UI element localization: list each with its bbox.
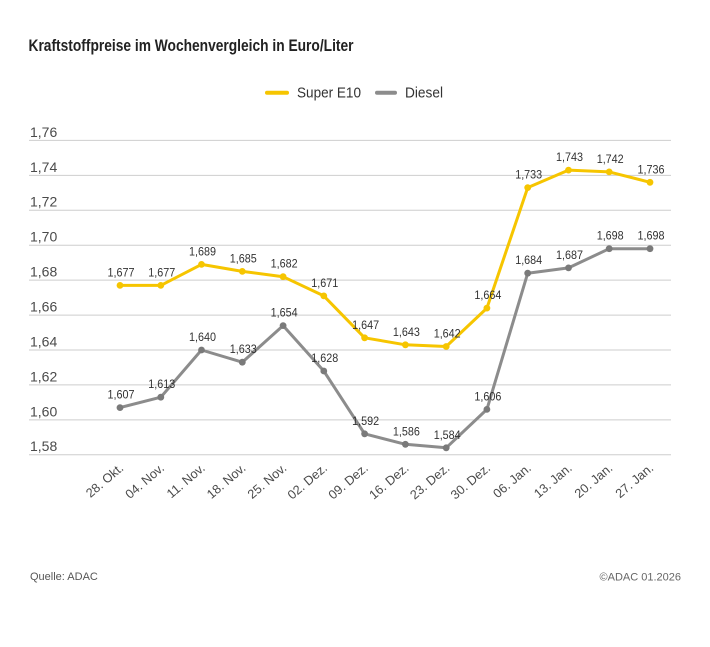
svg-text:1,698: 1,698 (638, 229, 665, 243)
svg-text:1,633: 1,633 (230, 342, 257, 356)
svg-text:©ADAC 01.2026: ©ADAC 01.2026 (600, 572, 682, 584)
svg-text:1,607: 1,607 (108, 388, 135, 402)
svg-text:Diesel: Diesel (405, 85, 443, 102)
svg-text:1,743: 1,743 (556, 150, 583, 164)
svg-text:1,64: 1,64 (30, 333, 57, 349)
svg-text:1,60: 1,60 (30, 403, 57, 419)
svg-text:1,682: 1,682 (271, 257, 298, 271)
svg-text:1,677: 1,677 (148, 265, 175, 279)
svg-text:1,677: 1,677 (108, 265, 135, 279)
svg-text:1,640: 1,640 (189, 330, 216, 344)
svg-text:1,70: 1,70 (30, 229, 57, 245)
svg-text:Kraftstoffpreise im Wochenverg: Kraftstoffpreise im Wochenvergleich in E… (29, 36, 354, 55)
svg-text:Quelle: ADAC: Quelle: ADAC (30, 571, 98, 583)
svg-text:1,642: 1,642 (434, 327, 461, 341)
svg-text:1,685: 1,685 (230, 251, 257, 265)
svg-text:1,684: 1,684 (515, 253, 542, 267)
svg-text:1,687: 1,687 (556, 248, 583, 262)
svg-text:1,606: 1,606 (474, 389, 501, 403)
svg-text:1,654: 1,654 (271, 306, 298, 320)
svg-text:1,62: 1,62 (30, 368, 57, 384)
svg-text:1,733: 1,733 (515, 168, 542, 182)
svg-text:1,736: 1,736 (638, 162, 665, 176)
svg-text:1,76: 1,76 (30, 124, 57, 140)
svg-text:1,592: 1,592 (352, 414, 379, 428)
svg-text:1,664: 1,664 (474, 288, 501, 302)
svg-text:1,586: 1,586 (393, 424, 420, 438)
svg-text:1,698: 1,698 (597, 229, 624, 243)
svg-text:1,613: 1,613 (148, 377, 175, 391)
svg-text:1,66: 1,66 (30, 299, 57, 315)
svg-text:1,58: 1,58 (30, 438, 57, 454)
svg-text:1,643: 1,643 (393, 325, 420, 339)
svg-text:1,584: 1,584 (434, 428, 461, 442)
svg-text:1,671: 1,671 (311, 276, 338, 290)
svg-text:1,72: 1,72 (30, 194, 57, 210)
svg-text:1,628: 1,628 (311, 351, 338, 365)
svg-text:1,74: 1,74 (30, 159, 57, 175)
svg-text:1,647: 1,647 (352, 318, 379, 332)
svg-text:1,689: 1,689 (189, 244, 216, 258)
svg-text:1,742: 1,742 (597, 152, 624, 166)
svg-text:1,68: 1,68 (30, 264, 57, 280)
svg-text:Super E10: Super E10 (297, 85, 361, 102)
